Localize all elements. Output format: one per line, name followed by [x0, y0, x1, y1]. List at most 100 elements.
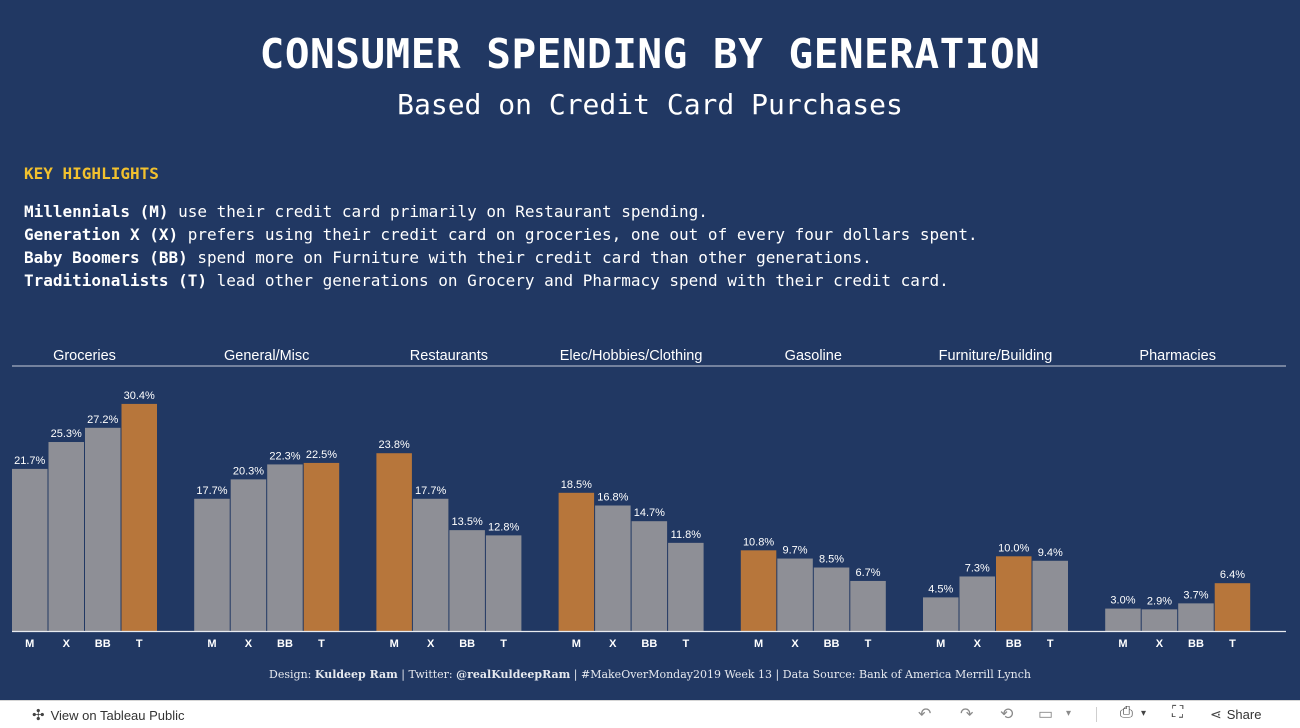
data-label-gasoline-x: 9.7%: [783, 545, 808, 557]
data-label-groceries-m: 21.7%: [14, 455, 45, 467]
bar-restaurants-bb: [449, 530, 485, 631]
x-tick-general-misc-t: T: [318, 638, 325, 650]
x-tick-groceries-t: T: [136, 638, 143, 650]
bar-furniture-building-x: [959, 576, 995, 631]
refresh-icon[interactable]: ▭: [1038, 706, 1054, 723]
x-tick-elec-hobbies-clothing-m: M: [572, 638, 581, 650]
x-tick-restaurants-x: X: [427, 638, 435, 650]
x-tick-restaurants-bb: BB: [459, 638, 475, 650]
x-tick-restaurants-m: M: [390, 638, 399, 650]
toolbar-divider: [1096, 707, 1097, 722]
data-label-elec-hobbies-clothing-m: 18.5%: [561, 479, 592, 491]
bar-gasoline-bb: [813, 567, 850, 631]
highlight-bold-traditionalists: Traditionalists (T): [24, 271, 208, 290]
bar-general-misc-t: [303, 462, 340, 631]
highlight-text-boomers: spend more on Furniture with their credi…: [187, 248, 872, 267]
x-tick-elec-hobbies-clothing-bb: BB: [641, 638, 657, 650]
view-on-tableau-link[interactable]: ✣ View on Tableau Public: [32, 706, 185, 724]
bar-elec-hobbies-clothing-t: [668, 542, 704, 631]
highlight-line-boomers: Baby Boomers (BB) spend more on Furnitur…: [24, 246, 978, 269]
x-tick-furniture-building-bb: BB: [1006, 638, 1022, 650]
x-tick-pharmacies-x: X: [1156, 638, 1164, 650]
bar-pharmacies-bb: [1178, 603, 1214, 631]
bar-groceries-m: [12, 468, 48, 631]
bar-furniture-building-m: [923, 597, 959, 631]
data-label-restaurants-bb: 13.5%: [452, 516, 483, 528]
download-icon[interactable]: ⎙: [1120, 704, 1133, 721]
x-tick-gasoline-x: X: [791, 638, 799, 650]
bar-restaurants-m: [376, 453, 412, 631]
share-button[interactable]: ⋖ Share: [1210, 706, 1261, 723]
fullscreen-icon[interactable]: ⛶: [1172, 704, 1184, 721]
x-tick-general-misc-x: X: [245, 638, 253, 650]
tableau-toolbar: ✣ View on Tableau Public ↶ ↷ ⟲ ▭ ▾ ⎙ ▾ ⛶…: [0, 700, 1300, 728]
key-highlights-heading: KEY HIGHLIGHTS: [24, 164, 159, 183]
bar-elec-hobbies-clothing-bb: [631, 521, 668, 631]
bar-gasoline-x: [777, 558, 813, 631]
bar-general-misc-x: [230, 479, 267, 631]
bar-chart: Groceries 21.7% M 25.3% X 27.2% BB 30.4% T Genera…: [12, 348, 1286, 650]
category-header-general-misc: General/Misc: [224, 348, 309, 364]
data-label-restaurants-t: 12.8%: [488, 521, 519, 533]
x-tick-restaurants-t: T: [500, 638, 507, 650]
highlight-line-millennials: Millennials (M) use their credit card pr…: [24, 200, 978, 223]
data-label-restaurants-m: 23.8%: [379, 439, 410, 451]
bar-elec-hobbies-clothing-x: [595, 505, 631, 631]
data-label-furniture-building-bb: 10.0%: [998, 542, 1029, 554]
data-label-pharmacies-x: 2.9%: [1147, 595, 1172, 607]
data-label-gasoline-t: 6.7%: [856, 567, 881, 579]
category-header-elec-hobbies-clothing: Elec/Hobbies/Clothing: [560, 348, 703, 364]
data-label-groceries-bb: 27.2%: [87, 414, 118, 426]
highlight-text-genx: prefers using their credit card on groce…: [178, 225, 978, 244]
credits-footer: Design: Kuldeep Ram | Twitter: @realKuld…: [0, 668, 1300, 681]
x-tick-gasoline-m: M: [754, 638, 763, 650]
pause-icon[interactable]: ▾: [1066, 708, 1072, 719]
share-icon: ⋖: [1210, 706, 1222, 722]
bar-pharmacies-x: [1141, 609, 1178, 631]
x-tick-furniture-building-m: M: [936, 638, 945, 650]
footer-source: | #MakeOverMonday2019 Week 13 | Data Sou…: [570, 668, 1031, 681]
download-dropdown-icon[interactable]: ▾: [1141, 708, 1147, 719]
data-label-general-misc-bb: 22.3%: [269, 450, 300, 462]
bar-groceries-t: [121, 403, 157, 631]
highlight-line-traditionalists: Traditionalists (T) lead other generatio…: [24, 269, 978, 292]
category-header-gasoline: Gasoline: [785, 348, 842, 364]
highlight-line-genx: Generation X (X) prefers using their cre…: [24, 223, 978, 246]
x-tick-pharmacies-m: M: [1118, 638, 1127, 650]
dashboard-title: CONSUMER SPENDING BY GENERATION: [259, 30, 1041, 78]
dashboard-subtitle: Based on Credit Card Purchases: [397, 88, 903, 121]
footer-designer: Kuldeep Ram: [314, 668, 398, 681]
x-tick-gasoline-bb: BB: [824, 638, 840, 650]
data-label-pharmacies-bb: 3.7%: [1183, 589, 1208, 601]
footer-design-label: Design:: [269, 668, 315, 681]
bar-restaurants-x: [412, 498, 449, 631]
redo-icon[interactable]: ↷: [960, 706, 974, 723]
x-tick-furniture-building-t: T: [1047, 638, 1054, 650]
x-tick-pharmacies-bb: BB: [1188, 638, 1204, 650]
bar-general-misc-m: [194, 498, 230, 631]
data-label-pharmacies-t: 6.4%: [1220, 569, 1245, 581]
revert-icon[interactable]: ⟲: [1000, 706, 1014, 723]
category-header-furniture-building: Furniture/Building: [939, 348, 1053, 364]
bar-groceries-bb: [85, 427, 121, 631]
footer-twitter-label: | Twitter:: [397, 668, 457, 681]
x-tick-furniture-building-x: X: [974, 638, 982, 650]
bar-pharmacies-m: [1105, 608, 1141, 631]
bar-general-misc-bb: [267, 464, 303, 631]
bar-pharmacies-t: [1214, 583, 1251, 631]
footer-twitter-handle: @realKuldeepRam: [456, 668, 571, 681]
data-label-restaurants-x: 17.7%: [415, 485, 446, 497]
bar-groceries-x: [48, 442, 84, 631]
data-label-furniture-building-x: 7.3%: [965, 562, 990, 574]
x-tick-groceries-x: X: [63, 638, 71, 650]
x-tick-general-misc-bb: BB: [277, 638, 293, 650]
data-label-general-misc-x: 20.3%: [233, 465, 264, 477]
data-label-general-misc-m: 17.7%: [196, 485, 227, 497]
undo-icon[interactable]: ↶: [918, 706, 932, 723]
highlight-text-traditionalists: lead other generations on Grocery and Ph…: [207, 271, 949, 290]
bar-gasoline-m: [740, 550, 777, 631]
share-label: Share: [1226, 707, 1262, 722]
highlight-bold-millennials: Millennials (M): [24, 202, 169, 221]
data-label-gasoline-bb: 8.5%: [819, 554, 844, 566]
bar-furniture-building-bb: [996, 556, 1032, 631]
